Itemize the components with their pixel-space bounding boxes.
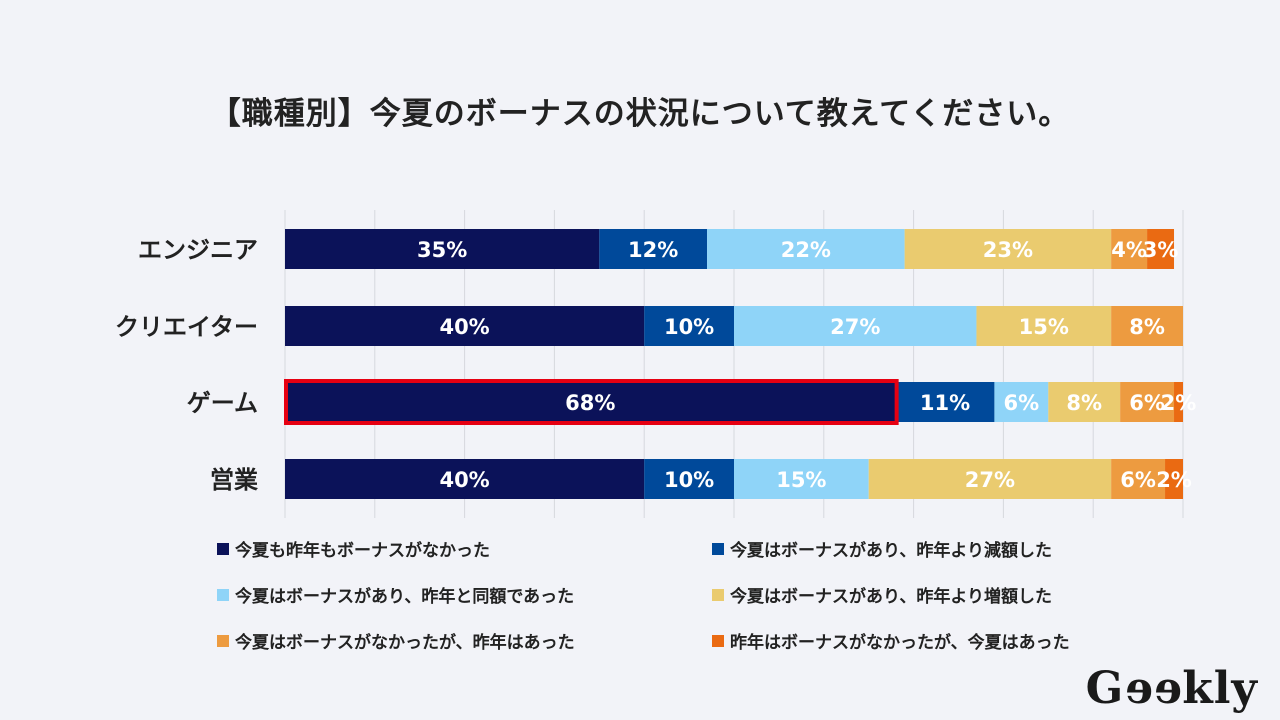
data-label: 15% <box>1019 315 1069 339</box>
bar-segment <box>1111 229 1148 269</box>
legend-swatch <box>712 542 724 555</box>
bar-segment <box>644 306 734 346</box>
legend-label: 今夏はボーナスがあり、昨年より増額した <box>730 587 1052 607</box>
legend-swatch <box>217 542 229 555</box>
data-label: 3% <box>1143 238 1179 262</box>
data-label: 27% <box>830 315 880 339</box>
geekly-logo: Geekly <box>1085 663 1258 714</box>
data-label: 40% <box>439 315 489 339</box>
chart-title: 【職種別】今夏のボーナスの状況について教えてください。 <box>209 96 1071 132</box>
data-label: 4% <box>1111 238 1147 262</box>
bar-segment <box>707 229 905 269</box>
data-label: 27% <box>965 468 1015 492</box>
bar-segment <box>868 459 1112 499</box>
data-label: 10% <box>664 468 714 492</box>
data-label: 6% <box>1120 468 1156 492</box>
bar-segment <box>599 229 708 269</box>
data-label: 2% <box>1161 391 1197 415</box>
bar-segment <box>1165 459 1183 499</box>
category-label: クリエイター <box>115 313 258 341</box>
bar-segment <box>1174 382 1183 422</box>
bar-segment <box>895 382 995 422</box>
bar-segment <box>285 229 600 269</box>
bar-segment <box>976 306 1112 346</box>
legend-item: 今夏はボーナスがあり、昨年より増額した <box>712 582 1052 607</box>
data-label: 8% <box>1129 315 1165 339</box>
data-label: 22% <box>781 238 831 262</box>
bar-segment <box>285 306 645 346</box>
legend-swatch <box>217 588 229 601</box>
legend-item: 今夏はボーナスがあり、昨年より減額した <box>712 536 1052 561</box>
data-label: 68% <box>565 391 615 415</box>
data-label: 8% <box>1066 391 1102 415</box>
legend-label: 今夏はボーナスがあり、昨年と同額であった <box>235 587 575 607</box>
bar-segment <box>644 459 734 499</box>
legend-item: 昨年はボーナスがなかったが、今夏はあった <box>712 628 1070 653</box>
category-label: ゲーム <box>187 389 258 417</box>
legend-item: 今夏はボーナスがあり、昨年と同額であった <box>217 582 574 607</box>
bar-segment <box>904 229 1112 269</box>
legend-item: 今夏も昨年もボーナスがなかった <box>217 536 490 561</box>
legend-item: 今夏はボーナスがなかったが、昨年はあった <box>217 628 575 653</box>
category-label: エンジニア <box>138 236 258 264</box>
data-label: 10% <box>664 315 714 339</box>
category-label: 営業 <box>210 466 258 494</box>
data-label: 6% <box>1004 391 1040 415</box>
bar-segment <box>1048 382 1121 422</box>
bar-segment <box>285 459 645 499</box>
data-label: 11% <box>920 391 970 415</box>
data-label: 40% <box>439 468 489 492</box>
bar-segment <box>1147 229 1175 269</box>
bar-segment <box>734 459 869 499</box>
bar-segment <box>1120 382 1175 422</box>
bar-segment <box>994 382 1049 422</box>
legend-swatch <box>712 634 724 647</box>
data-label: 12% <box>628 238 678 262</box>
data-label: 6% <box>1129 391 1165 415</box>
highlight-box <box>284 379 899 425</box>
legend-label: 今夏も昨年もボーナスがなかった <box>235 541 490 561</box>
legend-label: 今夏はボーナスがなかったが、昨年はあった <box>235 633 575 653</box>
bar-segment <box>734 306 977 346</box>
legend-swatch <box>217 634 229 647</box>
bar-segment <box>1111 459 1166 499</box>
data-label: 23% <box>983 238 1033 262</box>
data-label: 2% <box>1156 468 1192 492</box>
legend-label: 昨年はボーナスがなかったが、今夏はあった <box>730 633 1070 653</box>
bar-segment <box>1111 306 1183 346</box>
data-label: 35% <box>417 238 467 262</box>
legend-label: 今夏はボーナスがあり、昨年より減額した <box>730 541 1052 561</box>
legend-swatch <box>712 588 724 601</box>
bar-segment <box>285 382 896 422</box>
data-label: 15% <box>776 468 826 492</box>
